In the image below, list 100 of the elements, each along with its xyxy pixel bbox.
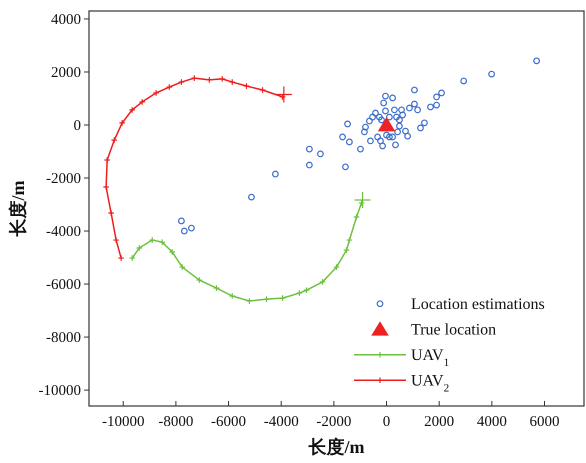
point [228, 78, 236, 86]
point [376, 114, 383, 120]
point [377, 138, 384, 144]
point [386, 114, 393, 120]
y-tick-label: -10000 [38, 383, 81, 400]
point [136, 244, 143, 252]
point [427, 104, 434, 110]
point [178, 218, 185, 224]
point [342, 163, 349, 170]
point [213, 284, 220, 292]
y-axis-title: 长度/m [8, 180, 28, 238]
point [259, 86, 266, 94]
point [180, 228, 188, 234]
point [369, 114, 376, 120]
point [279, 294, 286, 302]
x-tick-label: -4000 [264, 414, 299, 430]
point [367, 138, 374, 144]
point [296, 290, 303, 296]
point [178, 78, 185, 86]
point [406, 104, 413, 112]
point [382, 108, 389, 114]
y-tick-label: 0 [74, 118, 81, 134]
point [372, 110, 379, 116]
point [102, 184, 110, 190]
point [246, 298, 253, 304]
x-tick-label: 0 [382, 414, 390, 430]
point [392, 141, 399, 148]
point [438, 90, 445, 96]
point [396, 116, 403, 124]
x-tick-label: 4000 [476, 414, 507, 430]
point [344, 120, 351, 128]
point [128, 106, 136, 114]
point [346, 138, 353, 146]
point [272, 170, 279, 178]
point [333, 264, 340, 270]
point [339, 134, 346, 140]
point [533, 57, 540, 64]
point [421, 119, 428, 126]
point [353, 214, 360, 220]
point [303, 286, 310, 294]
point [306, 146, 313, 153]
point [248, 194, 255, 200]
point [386, 134, 393, 140]
point [414, 106, 421, 114]
point [138, 98, 146, 106]
point [319, 278, 326, 286]
point [433, 102, 440, 109]
point [228, 292, 236, 300]
point [361, 128, 368, 136]
x-tick-label: -10000 [102, 414, 144, 430]
point [317, 150, 324, 158]
y-tick-label: 2000 [51, 64, 81, 81]
point [402, 128, 409, 134]
x-axis-title: 长度/m [308, 437, 364, 457]
point [394, 128, 401, 136]
point [404, 132, 411, 140]
x-tick-label: -8000 [158, 414, 194, 430]
point [148, 236, 156, 244]
point [393, 114, 400, 120]
point [357, 146, 364, 153]
point [366, 118, 373, 124]
point [110, 136, 118, 144]
point [166, 84, 173, 90]
point [306, 162, 313, 168]
point [396, 122, 403, 130]
point [168, 248, 176, 256]
y-tick-label: -8000 [46, 330, 81, 346]
point [379, 142, 386, 150]
y-tick-label: 4000 [51, 12, 81, 28]
point [346, 236, 353, 244]
x-tick-label: -6000 [211, 414, 246, 430]
point [343, 246, 350, 254]
legend-label: True location [411, 321, 496, 338]
point [206, 76, 213, 84]
point [433, 93, 440, 100]
x-tick-label: -2000 [316, 414, 352, 430]
point [275, 86, 292, 104]
point [112, 236, 120, 244]
point [389, 94, 396, 102]
point [488, 70, 495, 78]
y-tick-label: -4000 [46, 224, 81, 240]
point [108, 210, 115, 216]
y-tick-label: -6000 [46, 277, 81, 294]
point [380, 100, 388, 106]
point [460, 78, 468, 84]
point [411, 86, 418, 94]
point [104, 156, 111, 164]
x-tick-label: 6000 [530, 414, 560, 430]
point [190, 74, 198, 82]
legend-label: Location estimations [411, 296, 545, 313]
point [391, 106, 398, 114]
point [378, 116, 396, 132]
legend-label: UAV$_{1}$ [411, 346, 450, 369]
point [188, 224, 195, 232]
point [152, 90, 160, 96]
point [178, 264, 186, 270]
point [399, 112, 406, 118]
point [378, 116, 385, 124]
point [411, 100, 418, 108]
point [354, 191, 372, 209]
